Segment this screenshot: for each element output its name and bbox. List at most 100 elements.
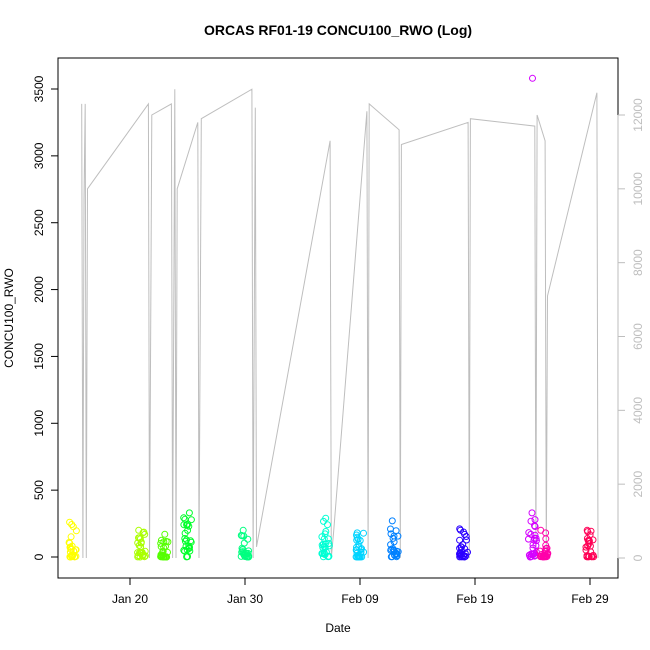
right-tick-label: 4000 xyxy=(631,397,645,424)
data-point-rf12 xyxy=(583,526,591,534)
scatter-points xyxy=(65,74,598,561)
data-point-rf03 xyxy=(160,553,167,561)
data-point-rf04 xyxy=(184,526,192,534)
x-tick-label: Feb 29 xyxy=(571,592,609,606)
data-point-rf10 xyxy=(530,536,538,544)
x-tick-label: Feb 09 xyxy=(341,592,379,606)
x-tick-label: Jan 20 xyxy=(112,592,148,606)
x-tick-label: Jan 30 xyxy=(227,592,263,606)
secondary-line-series xyxy=(81,88,599,559)
data-point-rf09 xyxy=(459,552,467,560)
data-point-rf07 xyxy=(352,553,360,561)
data-point-rf03 xyxy=(157,539,165,547)
data-point-rf08 xyxy=(393,552,401,560)
data-point-rf12 xyxy=(584,542,592,550)
data-point-rf01 xyxy=(72,546,80,554)
data-point-rf06 xyxy=(322,528,330,535)
data-point-rf10 xyxy=(528,509,536,517)
data-point-rf11 xyxy=(544,549,552,557)
data-point-rf06 xyxy=(319,553,327,561)
right-tick-label: 6000 xyxy=(631,323,645,350)
data-point-rf07 xyxy=(353,529,361,537)
left-tick-label: 1500 xyxy=(32,343,46,370)
secondary-line xyxy=(81,88,599,559)
data-point-rf01 xyxy=(69,523,77,531)
data-point-rf11 xyxy=(539,553,547,561)
data-point-rf06 xyxy=(324,553,332,561)
data-point-rf02 xyxy=(135,526,143,534)
data-point-rf04 xyxy=(180,546,188,554)
data-point-rf07 xyxy=(353,533,361,541)
data-point-rf07 xyxy=(356,553,364,561)
right-tick-label: 0 xyxy=(631,554,645,561)
data-point-rf08 xyxy=(394,532,402,540)
data-point-rf09 xyxy=(460,553,468,561)
data-point-rf05 xyxy=(244,535,252,543)
data-point-rf12 xyxy=(584,537,592,544)
data-point-rf04 xyxy=(183,553,191,561)
data-point-rf04 xyxy=(180,514,188,522)
data-point-rf01 xyxy=(70,547,78,555)
data-point-rf01 xyxy=(66,539,74,547)
right-tick-label: 8000 xyxy=(631,249,645,276)
data-point-rf08 xyxy=(394,548,402,556)
data-point-rf12 xyxy=(587,527,595,535)
x-tick-label: Feb 19 xyxy=(456,592,494,606)
data-point-rf04 xyxy=(181,537,189,545)
data-point-rf01 xyxy=(68,521,76,528)
data-point-rf09 xyxy=(464,548,471,556)
data-point-rf06 xyxy=(324,521,331,529)
data-point-rf04 xyxy=(181,515,189,523)
data-point-rf04 xyxy=(185,542,193,550)
data-point-rf02 xyxy=(138,552,146,559)
x-axis-label: Date xyxy=(325,621,351,635)
data-point-rf03 xyxy=(157,553,165,561)
data-point-rf10 xyxy=(527,530,535,538)
data-point-rf02 xyxy=(141,530,149,538)
chart-title: ORCAS RF01-19 CONCU100_RWO (Log) xyxy=(204,22,472,38)
data-point-rf10 xyxy=(525,529,533,537)
data-point-rf06 xyxy=(324,535,332,543)
data-point-rf12 xyxy=(587,553,595,561)
data-point-rf03 xyxy=(161,530,169,538)
data-point-rf01 xyxy=(65,539,73,546)
data-point-rf06 xyxy=(321,544,329,551)
data-point-rf10 xyxy=(528,550,536,558)
data-point-outlier-rf10 xyxy=(529,74,536,82)
data-point-rf10 xyxy=(529,541,537,549)
data-point-rf04 xyxy=(185,509,193,517)
right-tick-label: 10000 xyxy=(631,172,645,206)
data-point-rf01 xyxy=(72,527,80,535)
data-point-rf02 xyxy=(134,539,142,547)
data-point-rf05 xyxy=(244,549,252,557)
right-tick-label: 2000 xyxy=(631,470,645,497)
data-point-rf10 xyxy=(531,523,539,530)
right-axis: 0 2000 4000 6000 8000 10000 12000 xyxy=(617,98,645,561)
data-point-rf06 xyxy=(320,548,328,556)
data-point-rf10 xyxy=(531,531,539,539)
data-point-rf01 xyxy=(66,553,74,561)
left-tick-label: 3000 xyxy=(32,142,46,169)
left-tick-label: 2500 xyxy=(32,209,46,236)
left-tick-label: 1000 xyxy=(32,410,46,437)
data-point-rf02 xyxy=(141,552,149,560)
left-tick-label: 500 xyxy=(32,480,46,500)
y-axis-label: CONCU100_RWO xyxy=(2,268,16,368)
data-point-rf01 xyxy=(67,533,75,541)
data-point-rf07 xyxy=(353,536,361,544)
data-point-rf09 xyxy=(456,525,464,533)
data-point-rf05 xyxy=(240,539,248,547)
data-point-rf07 xyxy=(360,548,368,556)
data-point-rf05 xyxy=(245,552,253,560)
data-point-rf11 xyxy=(543,544,551,552)
data-point-rf09 xyxy=(463,536,470,544)
x-axis: Jan 20 Jan 30 Feb 09 Feb 19 Feb 29 xyxy=(112,577,609,606)
left-tick-label: 3500 xyxy=(32,75,46,102)
data-point-rf09 xyxy=(456,552,464,560)
data-point-rf11 xyxy=(536,547,544,555)
data-point-rf04 xyxy=(181,535,189,542)
data-point-rf12 xyxy=(590,553,598,561)
data-point-rf10 xyxy=(527,517,535,525)
data-point-rf10 xyxy=(531,516,539,524)
